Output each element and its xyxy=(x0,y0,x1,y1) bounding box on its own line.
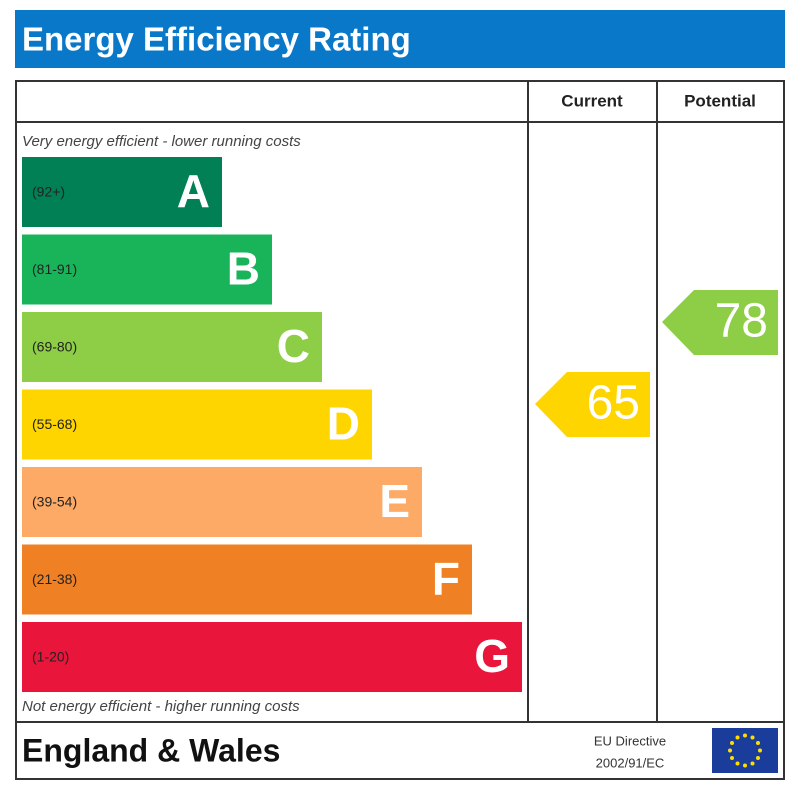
band-bar xyxy=(22,544,472,615)
band-range: (39-54) xyxy=(32,494,77,510)
current-score: 65 xyxy=(587,377,640,430)
top-note: Very energy efficient - lower running co… xyxy=(22,133,301,150)
bands: (92+) A (81-91) B (69-80) C (55-68) D (39-54) E (2… xyxy=(22,157,522,692)
region: England & Wales xyxy=(22,732,280,768)
title: Energy Efficiency Rating xyxy=(22,21,411,58)
frame xyxy=(15,80,785,780)
band-letter: F xyxy=(432,553,460,605)
band-range: (1-20) xyxy=(32,649,69,665)
title-bar xyxy=(15,10,785,68)
eu-star xyxy=(743,763,747,768)
band-letter: A xyxy=(177,165,210,217)
eu-stars xyxy=(728,733,762,768)
band-bar xyxy=(22,389,372,460)
eu-star xyxy=(755,756,760,760)
eu-star xyxy=(750,761,755,766)
band-bar xyxy=(22,157,222,227)
band-letter: C xyxy=(277,320,310,372)
eu-star xyxy=(735,761,740,766)
eu-star xyxy=(730,741,735,745)
band-bar xyxy=(22,622,522,692)
directive-line: 2002/91/EC xyxy=(596,755,665,770)
current-arrow xyxy=(535,372,650,437)
band-letter: D xyxy=(327,398,360,450)
band-range: (21-38) xyxy=(32,571,77,587)
eu-star xyxy=(728,748,732,753)
band-range: (69-80) xyxy=(32,339,77,355)
potential-arrow xyxy=(662,290,778,355)
band-range: (55-68) xyxy=(32,416,77,432)
band-range: (81-91) xyxy=(32,261,77,277)
eu-star xyxy=(730,756,735,760)
band-letter: G xyxy=(474,630,510,682)
eu-star xyxy=(743,733,747,738)
eu-star xyxy=(735,735,740,740)
potential-score: 78 xyxy=(715,295,768,348)
eu-star xyxy=(755,741,760,745)
eu-star xyxy=(758,748,762,753)
directive-line: EU Directive xyxy=(594,733,666,748)
eu-star xyxy=(750,735,755,740)
band-bar xyxy=(22,312,322,382)
band-bar xyxy=(22,234,272,305)
band-letter: E xyxy=(379,475,410,527)
band-bar xyxy=(22,467,422,537)
potential-header: Potential xyxy=(684,91,756,110)
bottom-note: Not energy efficient - higher running co… xyxy=(22,698,300,715)
current-header: Current xyxy=(561,91,623,110)
band-letter: B xyxy=(227,243,260,295)
band-range: (92+) xyxy=(32,184,65,200)
